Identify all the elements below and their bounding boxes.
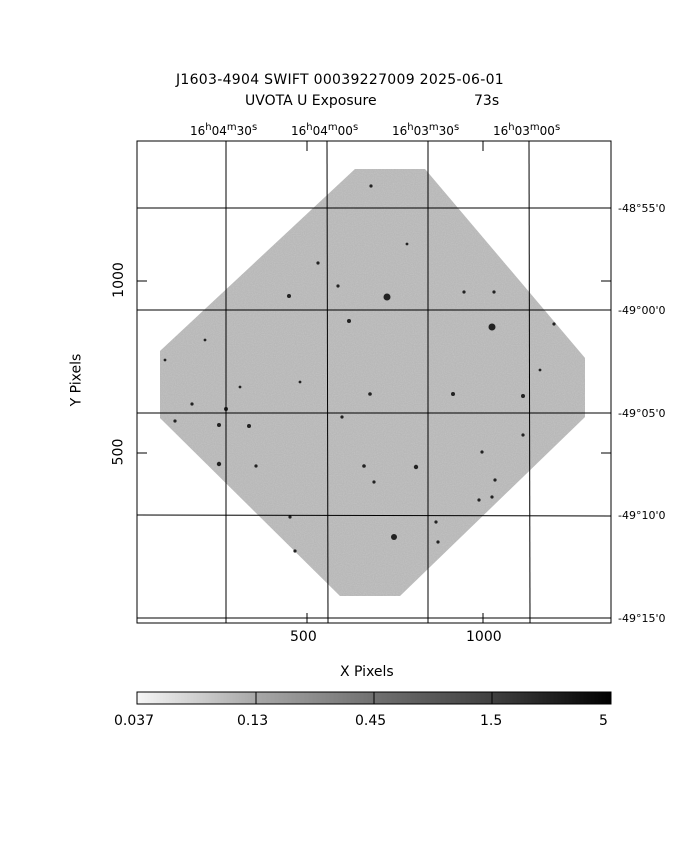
ra-tick-label: 16h04m30s	[190, 122, 258, 138]
colorbar-label: 1.5	[480, 713, 503, 729]
x-tick-label: 500	[290, 629, 317, 645]
colorbar-label: 0.037	[114, 713, 155, 729]
ra-tick-label: 16h03m00s	[493, 122, 561, 138]
dec-tick-label: -49°15'0	[618, 612, 666, 625]
exposure-label: UVOTA U Exposure	[245, 93, 377, 109]
colorbar-label: 5	[599, 713, 608, 729]
ra-tick-label: 16h03m30s	[392, 122, 460, 138]
dec-tick-label: -49°05'0	[618, 407, 666, 420]
ra-tick-label: 16h04m00s	[291, 122, 359, 138]
plot-title: J1603-4904 SWIFT 00039227009 2025-06-01	[175, 72, 505, 88]
axis-ticks	[137, 141, 611, 623]
x-tick-label: 1000	[466, 629, 502, 645]
exposure-time: 73s	[474, 93, 500, 109]
y-tick-label: 1000	[110, 262, 127, 298]
dec-tick-label: -48°55'0	[618, 202, 666, 215]
dec-tick-label: -49°10'0	[618, 509, 666, 522]
star-sources	[163, 184, 556, 553]
colorbar-label: 0.45	[355, 713, 387, 729]
x-axis-label: X Pixels	[340, 664, 394, 680]
plot-frame	[136, 140, 612, 624]
y-tick-label: 500	[110, 438, 127, 466]
dec-tick-label: -49°00'0	[618, 304, 666, 317]
colorbar	[136, 691, 612, 705]
y-axis-label: Y Pixels	[68, 353, 85, 407]
colorbar-label: 0.13	[237, 713, 269, 729]
coordinate-grid	[136, 140, 612, 624]
